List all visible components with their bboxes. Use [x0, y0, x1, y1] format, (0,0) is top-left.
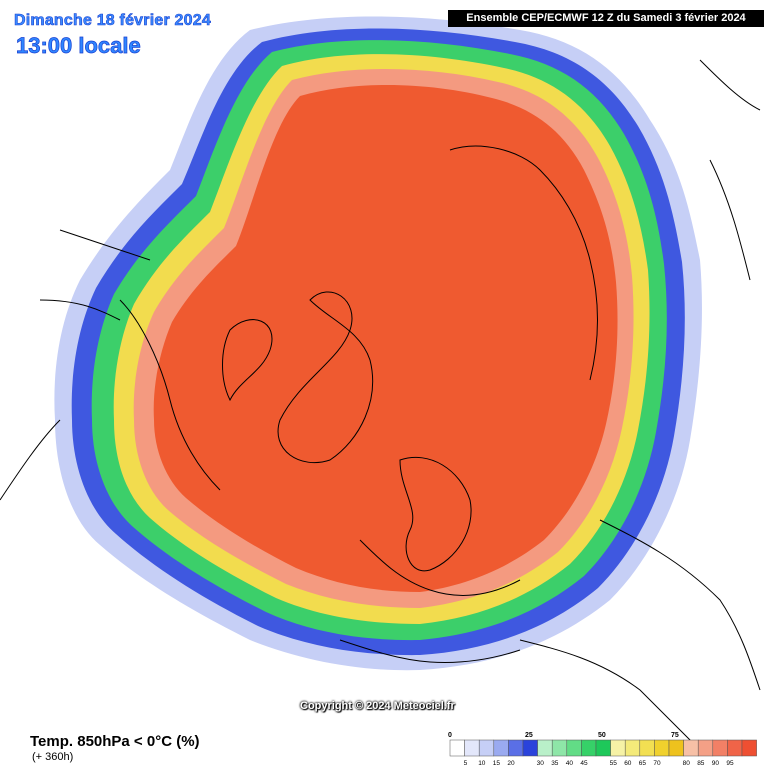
- legend-swatch: [624, 739, 641, 757]
- legend-minor-tick: 70: [653, 760, 661, 767]
- legend-swatch: [449, 739, 465, 757]
- legend-swatch: [551, 739, 568, 757]
- legend-swatch: [727, 739, 743, 757]
- legend-swatch: [668, 739, 684, 757]
- legend-minor-tick: 40: [566, 760, 574, 767]
- legend-minor-tick: 85: [697, 760, 705, 767]
- legend-major-tick: 50: [598, 732, 606, 739]
- legend-minor-tick: 10: [478, 760, 486, 767]
- legend-swatch: [741, 739, 757, 757]
- legend-minor-tick: 20: [507, 760, 515, 767]
- legend-swatch: [537, 739, 553, 757]
- model-run-banner: Ensemble CEP/ECMWF 12 Z du Samedi 3 févr…: [448, 10, 764, 27]
- legend-swatch: [595, 739, 611, 757]
- legend-major-tick: 75: [671, 732, 679, 739]
- legend-minor-tick: 90: [712, 760, 720, 767]
- legend-swatch: [697, 739, 714, 757]
- legend-swatch: [566, 739, 582, 757]
- parameter-title: Temp. 850hPa < 0°C (%): [30, 733, 200, 750]
- legend-minor-tick: 5: [464, 760, 468, 767]
- legend-swatch: [654, 739, 670, 757]
- legend-swatch: [639, 739, 655, 757]
- legend-minor-tick: 45: [580, 760, 588, 767]
- legend-minor-tick: 65: [639, 760, 647, 767]
- legend-swatch: [478, 739, 495, 757]
- legend-minor-tick: 30: [537, 760, 545, 767]
- legend-minor-tick: 80: [683, 760, 691, 767]
- legend-swatch: [581, 739, 597, 757]
- legend-swatch: [610, 739, 626, 757]
- forecast-date: Dimanche 18 février 2024: [14, 12, 211, 30]
- legend-minor-tick: 15: [493, 760, 501, 767]
- legend-minor-tick: 35: [551, 760, 559, 767]
- legend-swatch: [522, 739, 538, 757]
- color-legend: 0 25 50 75 5 10 15 20 30 35 40 45 55 60 65 70 80 85 90 95: [448, 732, 757, 767]
- band-red-core: [153, 84, 618, 592]
- forecast-time: 13:00 locale: [16, 33, 141, 59]
- legend-minor-tick: 55: [610, 760, 618, 767]
- legend-swatch: [508, 739, 524, 757]
- copyright-notice: Copyright © 2024 Meteociel.fr: [300, 700, 455, 712]
- legend-minor-tick: 60: [624, 760, 632, 767]
- legend-major-tick: 25: [525, 732, 533, 739]
- legend-swatch: [712, 739, 728, 757]
- legend-minor-tick: 95: [726, 760, 734, 767]
- legend-major-tick: 0: [448, 732, 452, 739]
- lead-time: (+ 360h): [32, 751, 74, 763]
- legend-swatch: [493, 739, 509, 757]
- legend-swatch: [464, 739, 480, 757]
- coastlines: [0, 59, 761, 751]
- legend-swatch: [683, 739, 699, 757]
